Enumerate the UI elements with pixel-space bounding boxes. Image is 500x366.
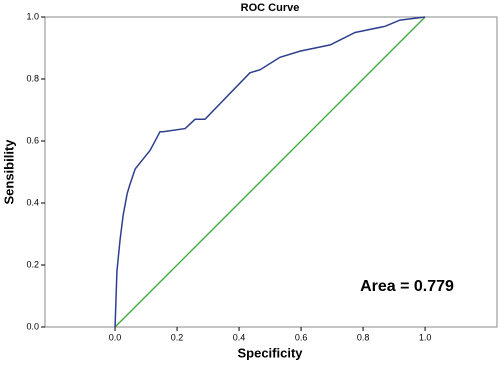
chart-title: ROC Curve	[241, 2, 300, 14]
x-tick-label: 0.2	[171, 332, 184, 342]
reference-line	[114, 16, 426, 328]
x-tick-label: 0.6	[295, 332, 308, 342]
x-tick-label: 0.0	[109, 332, 122, 342]
y-tick-label: 1.0	[26, 11, 39, 21]
x-tick-label: 1.0	[419, 332, 432, 342]
plot-frame	[44, 16, 498, 328]
roc-curve	[114, 16, 426, 328]
y-tick-label: 0.2	[26, 259, 39, 269]
x-axis-label: Specificity	[237, 345, 303, 360]
annotation: Area = 0.779	[360, 278, 454, 295]
y-tick-label: 0.0	[26, 321, 39, 331]
y-tick-label: 0.6	[26, 135, 39, 145]
y-tick-label: 0.4	[26, 197, 39, 207]
y-tick-label: 0.8	[26, 73, 39, 83]
x-tick-label: 0.4	[233, 332, 246, 342]
y-axis-label: Sensibility	[1, 139, 16, 205]
x-tick-label: 0.8	[357, 332, 370, 342]
